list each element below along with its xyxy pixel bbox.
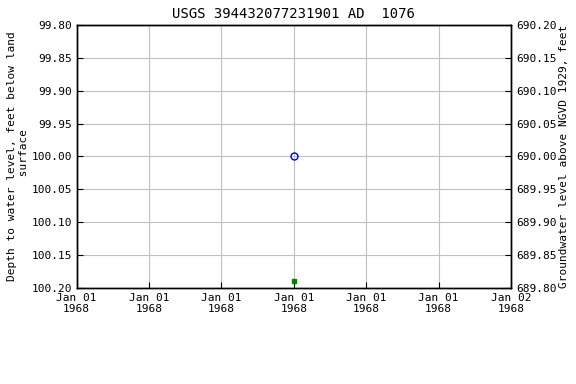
- Y-axis label: Groundwater level above NGVD 1929, feet: Groundwater level above NGVD 1929, feet: [559, 25, 569, 288]
- Y-axis label: Depth to water level, feet below land
 surface: Depth to water level, feet below land su…: [7, 31, 29, 281]
- Title: USGS 394432077231901 AD  1076: USGS 394432077231901 AD 1076: [172, 7, 415, 21]
